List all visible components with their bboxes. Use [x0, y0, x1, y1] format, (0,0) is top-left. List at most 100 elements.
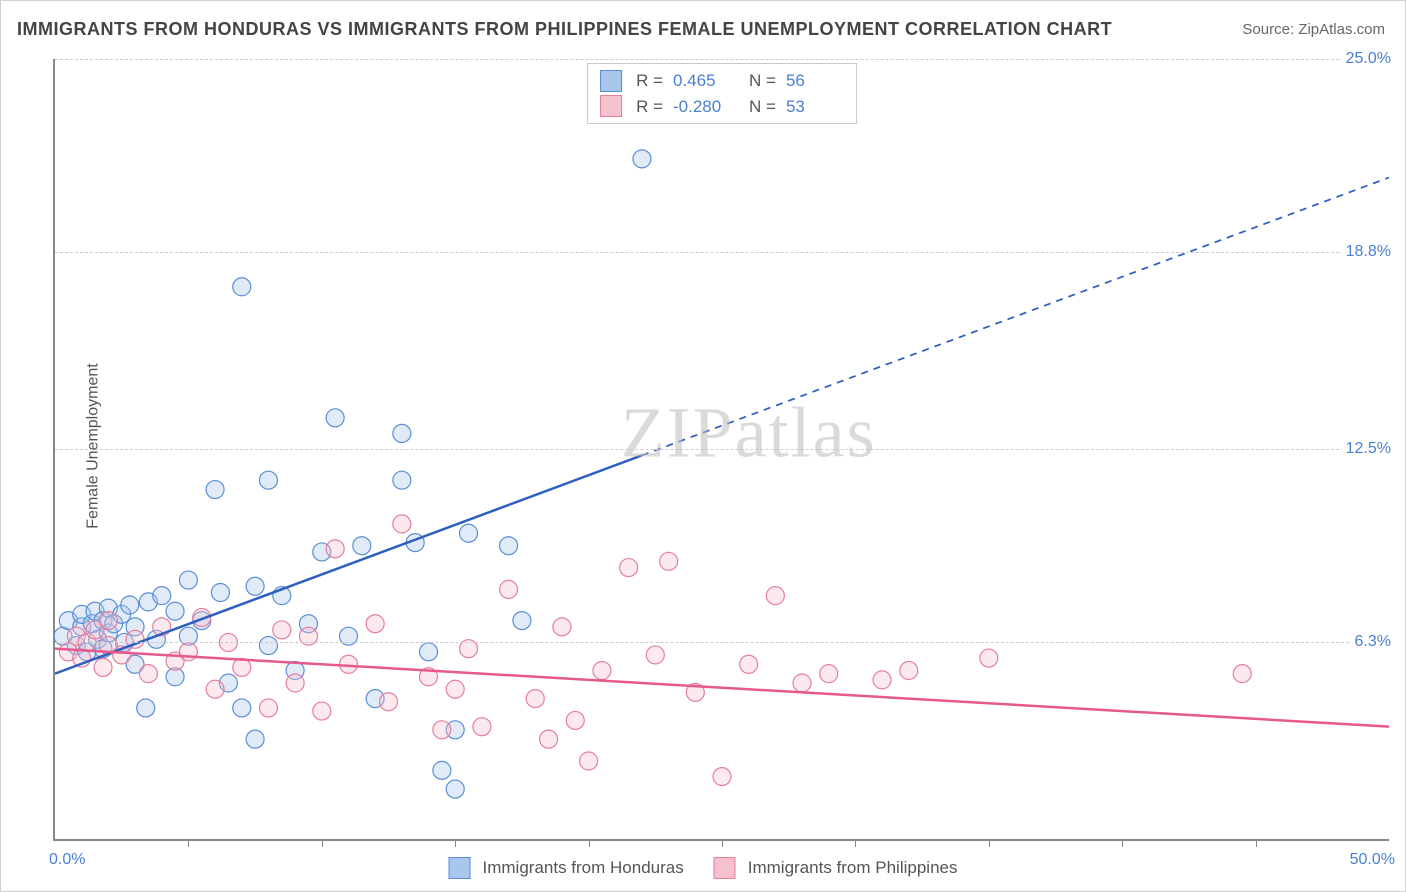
data-point-honduras — [166, 602, 184, 620]
data-point-philippines — [206, 680, 224, 698]
data-point-honduras — [233, 278, 251, 296]
data-point-philippines — [259, 699, 277, 717]
legend-label-honduras: Immigrants from Honduras — [483, 858, 684, 878]
legend-item-honduras[interactable]: Immigrants from Honduras — [449, 857, 684, 879]
x-axis-min-label: 0.0% — [49, 851, 85, 869]
data-point-honduras — [246, 577, 264, 595]
data-point-philippines — [433, 721, 451, 739]
chart-title: IMMIGRANTS FROM HONDURAS VS IMMIGRANTS F… — [17, 19, 1112, 40]
data-point-honduras — [393, 424, 411, 442]
x-tick — [589, 839, 590, 847]
source-attribution: Source: ZipAtlas.com — [1242, 21, 1385, 38]
r-value-honduras: 0.465 — [673, 68, 731, 94]
data-point-philippines — [313, 702, 331, 720]
data-point-philippines — [593, 662, 611, 680]
data-point-honduras — [420, 643, 438, 661]
data-point-philippines — [646, 646, 664, 664]
x-tick — [855, 839, 856, 847]
legend-item-philippines[interactable]: Immigrants from Philippines — [714, 857, 958, 879]
data-point-philippines — [99, 612, 117, 630]
data-point-honduras — [211, 584, 229, 602]
n-value-honduras: 56 — [786, 68, 844, 94]
data-point-philippines — [273, 621, 291, 639]
data-point-philippines — [713, 768, 731, 786]
data-point-philippines — [553, 618, 571, 636]
data-point-honduras — [246, 730, 264, 748]
data-point-philippines — [980, 649, 998, 667]
data-point-philippines — [873, 671, 891, 689]
gridline — [55, 252, 1389, 253]
data-point-philippines — [286, 674, 304, 692]
data-point-philippines — [473, 718, 491, 736]
stats-row-honduras: R = 0.465 N = 56 — [600, 68, 844, 94]
n-value-philippines: 53 — [786, 94, 844, 120]
data-point-philippines — [766, 587, 784, 605]
trend-line-philippines — [55, 649, 1389, 727]
data-point-philippines — [620, 559, 638, 577]
data-point-philippines — [380, 693, 398, 711]
x-tick — [188, 839, 189, 847]
r-label: R = — [636, 94, 663, 120]
data-point-philippines — [326, 540, 344, 558]
x-tick — [322, 839, 323, 847]
data-point-honduras — [259, 637, 277, 655]
data-point-honduras — [233, 699, 251, 717]
y-tick-label: 25.0% — [1342, 50, 1391, 68]
source-label: Source: — [1242, 21, 1298, 38]
stats-row-philippines: R = -0.280 N = 53 — [600, 94, 844, 120]
x-axis-max-label: 50.0% — [1350, 851, 1395, 869]
gridline — [55, 642, 1389, 643]
legend-label-philippines: Immigrants from Philippines — [748, 858, 958, 878]
n-label: N = — [749, 68, 776, 94]
swatch-honduras — [600, 70, 622, 92]
data-point-philippines — [393, 515, 411, 533]
plot-area: R = 0.465 N = 56 R = -0.280 N = 53 ZIPat… — [53, 59, 1389, 841]
gridline — [55, 449, 1389, 450]
correlation-stats-legend: R = 0.465 N = 56 R = -0.280 N = 53 — [587, 63, 857, 124]
y-tick-label: 18.8% — [1342, 243, 1391, 261]
gridline — [55, 59, 1389, 60]
data-point-philippines — [1233, 665, 1251, 683]
data-point-philippines — [94, 658, 112, 676]
y-tick-label: 12.5% — [1342, 440, 1391, 458]
data-point-philippines — [446, 680, 464, 698]
data-point-philippines — [740, 655, 758, 673]
x-tick — [1122, 839, 1123, 847]
data-point-honduras — [326, 409, 344, 427]
n-label: N = — [749, 94, 776, 120]
data-point-philippines — [526, 690, 544, 708]
data-point-honduras — [153, 587, 171, 605]
x-tick — [1256, 839, 1257, 847]
data-point-philippines — [566, 711, 584, 729]
data-point-philippines — [580, 752, 598, 770]
data-point-honduras — [433, 761, 451, 779]
series-legend: Immigrants from Honduras Immigrants from… — [449, 857, 958, 879]
r-label: R = — [636, 68, 663, 94]
data-point-honduras — [633, 150, 651, 168]
swatch-honduras — [449, 857, 471, 879]
x-tick — [722, 839, 723, 847]
data-point-honduras — [393, 471, 411, 489]
chart-container: IMMIGRANTS FROM HONDURAS VS IMMIGRANTS F… — [0, 0, 1406, 892]
trend-line-dashed-honduras — [642, 178, 1389, 456]
data-point-philippines — [540, 730, 558, 748]
data-point-honduras — [353, 537, 371, 555]
data-point-honduras — [206, 481, 224, 499]
data-point-honduras — [137, 699, 155, 717]
data-point-philippines — [820, 665, 838, 683]
data-point-honduras — [179, 571, 197, 589]
x-tick — [989, 839, 990, 847]
data-point-philippines — [366, 615, 384, 633]
data-point-honduras — [446, 780, 464, 798]
y-tick-label: 6.3% — [1351, 633, 1391, 651]
data-point-philippines — [900, 662, 918, 680]
data-point-honduras — [259, 471, 277, 489]
data-point-philippines — [660, 552, 678, 570]
swatch-philippines — [714, 857, 736, 879]
data-point-philippines — [139, 665, 157, 683]
source-link[interactable]: ZipAtlas.com — [1298, 21, 1385, 38]
data-point-honduras — [500, 537, 518, 555]
swatch-philippines — [600, 95, 622, 117]
data-point-honduras — [121, 596, 139, 614]
data-point-philippines — [500, 580, 518, 598]
